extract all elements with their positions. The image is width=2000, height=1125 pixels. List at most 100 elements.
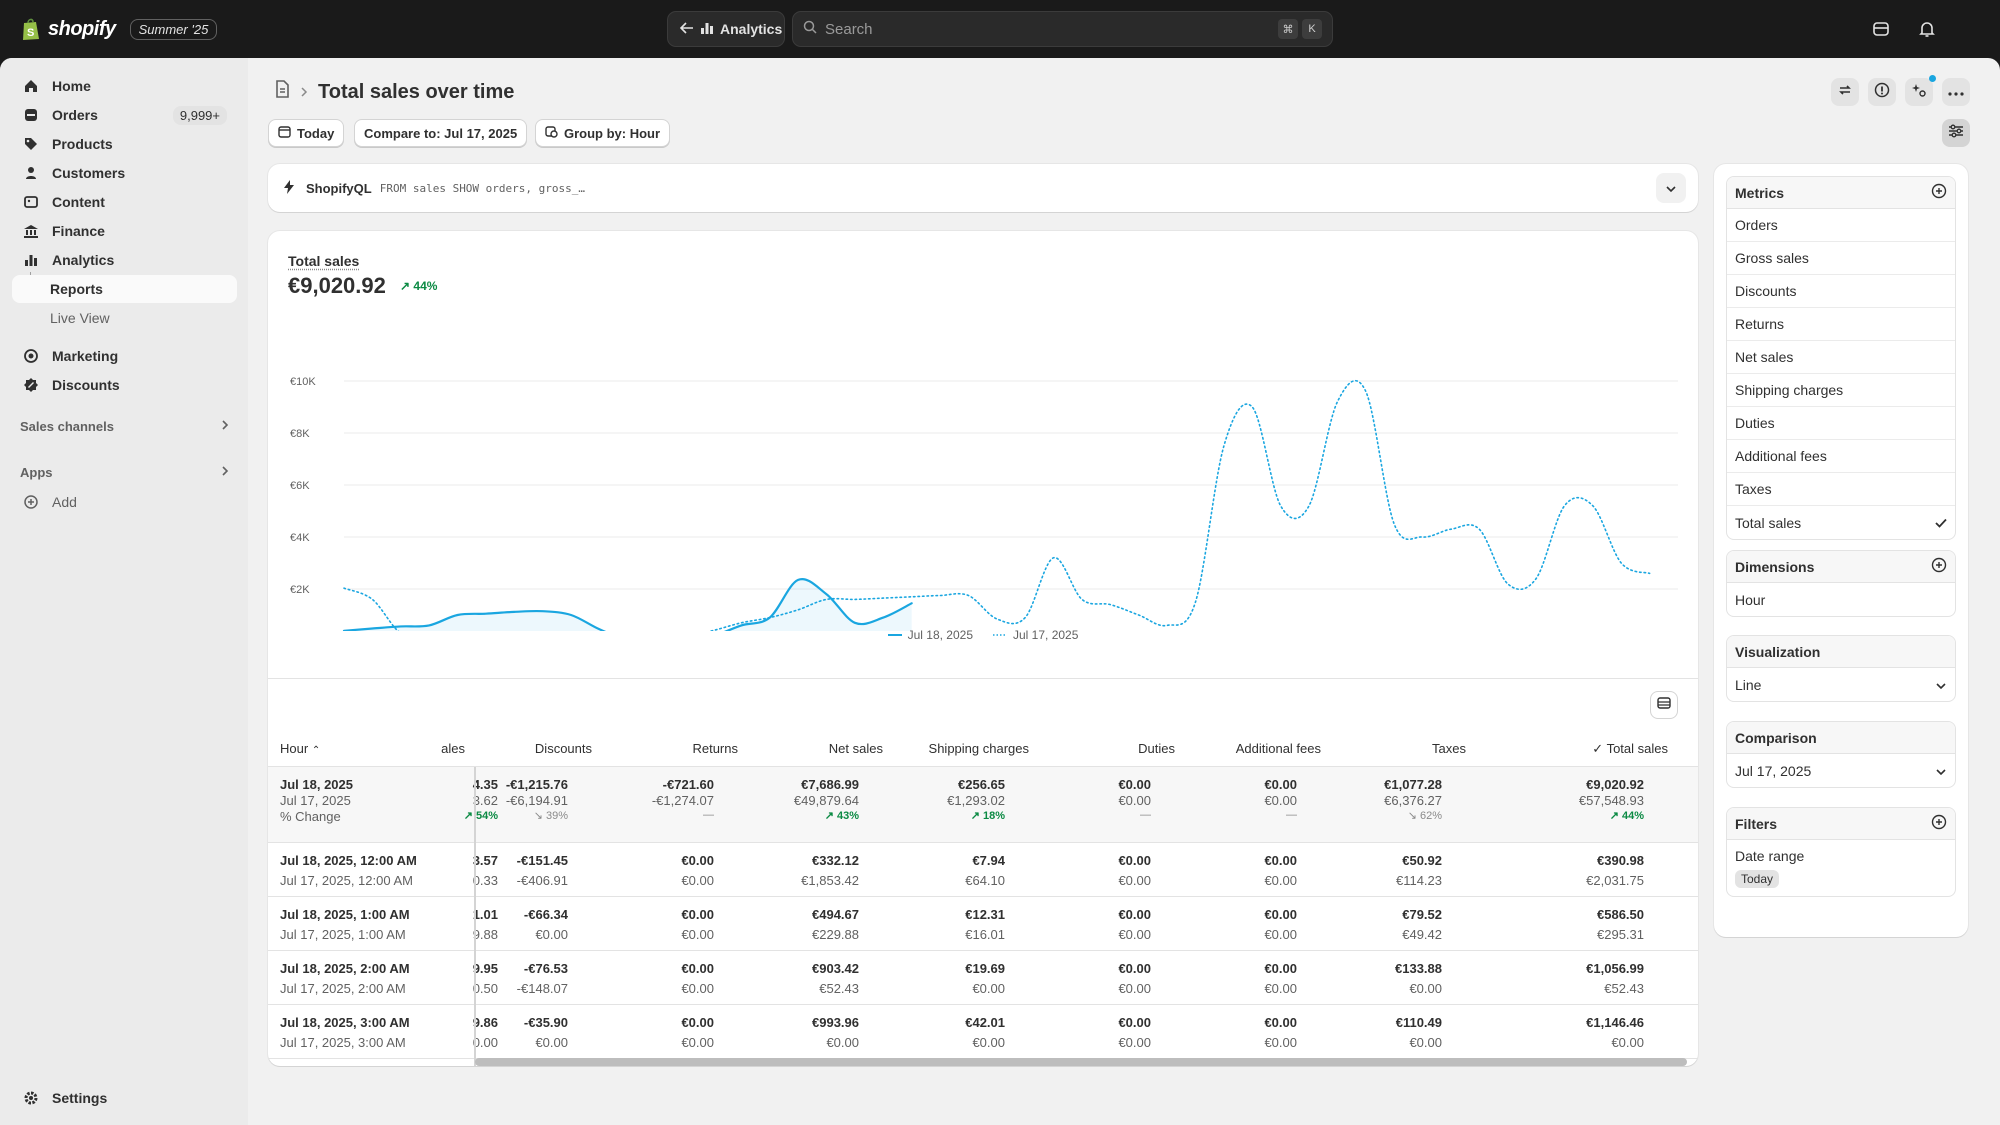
chart-legend: Jul 18, 2025 Jul 17, 2025	[268, 628, 1698, 642]
arrow-down-right-icon: ↘	[1407, 810, 1420, 822]
sidebar-item-reports[interactable]: Reports	[12, 275, 237, 303]
bank-icon	[22, 222, 40, 240]
visualization-select[interactable]: Line	[1727, 668, 1955, 701]
table-row[interactable]: Jul 18, 2025, 12:00 AM Jul 17, 2025, 12:0…	[268, 843, 1698, 897]
summary-change-value: 43%	[836, 810, 859, 822]
summary-change-value: —	[703, 809, 714, 821]
column-header-shipping[interactable]: Shipping charges	[928, 741, 1029, 756]
table-cell: €42.01	[965, 1015, 1005, 1030]
comparison-select[interactable]: Jul 17, 2025	[1727, 754, 1955, 787]
metric-label: Taxes	[1735, 481, 1772, 497]
edition-badge[interactable]: Summer '25	[129, 18, 218, 40]
table-cell: -€406.91	[516, 873, 568, 888]
compare-to-button[interactable]: Compare to: Jul 17, 2025	[354, 119, 528, 147]
add-metric-icon[interactable]	[1931, 183, 1947, 202]
back-to-analytics-button[interactable]: Analytics	[667, 11, 785, 47]
refresh-button[interactable]	[1831, 78, 1859, 106]
command-key: ⌘	[1278, 19, 1298, 39]
sidebar-item-settings[interactable]: Settings	[12, 1084, 237, 1112]
shopify-logo[interactable]: S shopify Summer '25	[20, 16, 218, 42]
sidebar-item-products[interactable]: Products	[12, 130, 237, 158]
date-range-filter[interactable]: Date range Today	[1727, 840, 1955, 896]
legend-item-jul-18[interactable]: Jul 18, 2025	[887, 628, 973, 642]
sidebar-item-marketing[interactable]: Marketing	[12, 342, 237, 370]
group-by-button[interactable]: Group by: Hour	[535, 119, 671, 147]
table-cell: €1,056.99	[1586, 961, 1644, 976]
add-filter-icon[interactable]	[1931, 814, 1947, 833]
sidebar-item-live-view[interactable]: Live View	[12, 304, 237, 332]
store-icon[interactable]	[1870, 18, 1892, 40]
sidebar-item-home[interactable]: Home	[12, 72, 237, 100]
more-actions-button[interactable]	[1942, 78, 1970, 106]
sidekick-button[interactable]	[1905, 75, 1936, 106]
column-header-total-sales[interactable]: ✓ Total sales	[1592, 741, 1668, 757]
metric-label: Net sales	[1735, 349, 1794, 365]
info-button[interactable]	[1868, 78, 1896, 106]
sidebar-item-orders[interactable]: Orders 9,999+	[12, 101, 237, 129]
metric-item[interactable]: Discounts	[1727, 275, 1955, 308]
table-row[interactable]: Jul 18, 2025, 3:00 AM Jul 17, 2025, 3:00 …	[268, 1005, 1698, 1059]
table-row[interactable]: Jul 18, 2025, 2:00 AM Jul 17, 2025, 2:00 …	[268, 951, 1698, 1005]
ellipsis-icon	[1948, 83, 1964, 101]
metric-item[interactable]: Additional fees	[1727, 440, 1955, 473]
sales-channels-section[interactable]: Sales channels	[20, 419, 230, 434]
metric-item[interactable]: Shipping charges	[1727, 374, 1955, 407]
column-header-gross-sales[interactable]: ales	[441, 741, 465, 756]
metric-item[interactable]: Returns	[1727, 308, 1955, 341]
summary-change-value: 44%	[1621, 810, 1644, 822]
metric-item[interactable]: Orders	[1727, 209, 1955, 242]
summary-cell: ↗ 43%	[825, 809, 859, 822]
dimension-item[interactable]: Hour	[1727, 583, 1955, 616]
table-cell: €0.00	[826, 1035, 859, 1050]
expand-query-button[interactable]	[1656, 173, 1686, 203]
report-settings-panel: Metrics Orders Gross sales Discounts Return…	[1714, 164, 1968, 937]
column-header-hour[interactable]: Hour ⌃	[280, 741, 320, 756]
column-header-returns[interactable]: Returns	[692, 741, 738, 756]
table-row[interactable]: Jul 18, 2025, 1:00 AM Jul 17, 2025, 1:00 …	[268, 897, 1698, 951]
orders-count-badge: 9,999+	[172, 105, 227, 125]
report-icon[interactable]	[274, 80, 290, 104]
sidebar-item-discounts[interactable]: Discounts	[12, 371, 237, 399]
bell-icon[interactable]	[1916, 18, 1938, 40]
metric-item[interactable]: Net sales	[1727, 341, 1955, 374]
legend-item-jul-17[interactable]: Jul 17, 2025	[993, 628, 1078, 642]
metric-item[interactable]: Gross sales	[1727, 242, 1955, 275]
sidebar-item-finance[interactable]: Finance	[12, 217, 237, 245]
customize-button[interactable]	[1942, 119, 1970, 147]
date-range-button[interactable]: Today	[268, 119, 345, 147]
add-app-button[interactable]: Add	[12, 488, 237, 516]
metric-item[interactable]: Total sales	[1727, 506, 1955, 539]
shopifyql-editor-bar[interactable]: ShopifyQL FROM sales SHOW orders, gross_…	[268, 164, 1698, 212]
add-dimension-icon[interactable]	[1931, 557, 1947, 576]
column-header-net-sales[interactable]: Net sales	[828, 741, 883, 756]
series-line-jul-17[interactable]	[343, 379, 1651, 631]
table-cell: 9.86	[472, 1015, 498, 1030]
table-cell: €0.00	[1264, 907, 1297, 922]
metric-item[interactable]: Duties	[1727, 407, 1955, 440]
table-cell: €0.00	[1118, 853, 1151, 868]
table-cell: €494.67	[812, 907, 859, 922]
top-bar: S shopify Summer '25 Analytics Search ⌘ …	[0, 0, 2000, 58]
column-header-duties[interactable]: Duties	[1138, 741, 1175, 756]
table-settings-button[interactable]	[1650, 691, 1678, 719]
table-cell: €1,146.46	[1586, 1015, 1644, 1030]
horizontal-scrollbar[interactable]	[475, 1058, 1687, 1066]
line-chart[interactable]: €0€2K€4K€6K€8K€10K12 AM2 AM4 AM6 AM8 AM1…	[268, 231, 1698, 631]
table-cell: €0.00	[1118, 927, 1151, 942]
chart-title[interactable]: Total sales	[288, 253, 360, 269]
metric-item[interactable]: Taxes	[1727, 473, 1955, 506]
summary-change-value: 18%	[982, 810, 1005, 822]
filter-label: Date range	[1735, 848, 1805, 864]
sidebar-item-customers[interactable]: Customers	[12, 159, 237, 187]
search-input[interactable]: Search ⌘ K	[792, 11, 1333, 47]
column-header-taxes[interactable]: Taxes	[1432, 741, 1466, 756]
summary-cell: €9,020.92	[1586, 777, 1644, 792]
sidebar-item-analytics[interactable]: Analytics	[12, 246, 237, 274]
column-header-additional-fees[interactable]: Additional fees	[1235, 741, 1321, 756]
table-cell: €0.00	[1264, 981, 1297, 996]
column-header-discounts[interactable]: Discounts	[534, 741, 592, 756]
series-line-jul-18[interactable]	[342, 578, 913, 631]
table-cell: €0.00	[681, 907, 714, 922]
apps-section[interactable]: Apps	[20, 465, 230, 480]
sidebar-item-content[interactable]: Content	[12, 188, 237, 216]
